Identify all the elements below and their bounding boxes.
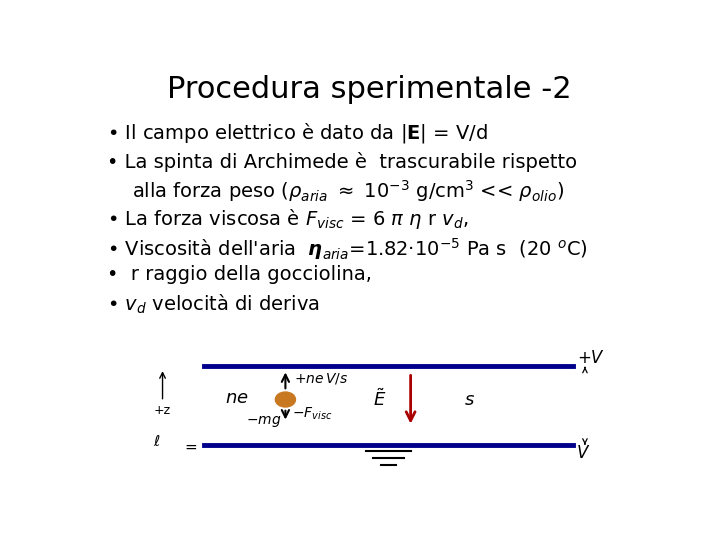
Text: • La spinta di Archimede è  trascurabile rispetto: • La spinta di Archimede è trascurabile … — [107, 152, 577, 172]
Text: • $v_d$ velocità di deriva: • $v_d$ velocità di deriva — [107, 293, 320, 316]
Text: • La forza viscosa è $F_{visc}$ = 6 $\pi$ $\eta$ r $v_d$,: • La forza viscosa è $F_{visc}$ = 6 $\pi… — [107, 207, 468, 231]
Text: $-mg$: $-mg$ — [246, 414, 282, 429]
Text: $-F_{visc}$: $-F_{visc}$ — [292, 406, 333, 422]
Text: $ne$: $ne$ — [225, 389, 249, 407]
Text: • Il campo elettrico è dato da $|\mathbf{E}|$ = V/d: • Il campo elettrico è dato da $|\mathbf… — [107, 121, 487, 145]
Text: +V: +V — [577, 349, 603, 367]
Text: • Viscosità dell'aria  $\boldsymbol{\eta}_{aria}$=1.82·10$^{-5}$ Pa s  (20 $^o$C: • Viscosità dell'aria $\boldsymbol{\eta}… — [107, 236, 588, 262]
Circle shape — [275, 392, 295, 407]
Text: =: = — [184, 440, 197, 455]
Text: $s$: $s$ — [464, 390, 475, 409]
Text: alla forza peso ($\rho_{aria}$ $\approx$ 10$^{-3}$ g/cm$^3$ << $\rho_{olio}$): alla forza peso ($\rho_{aria}$ $\approx$… — [132, 178, 564, 204]
Text: $+ne\,V/s$: $+ne\,V/s$ — [294, 371, 348, 386]
Text: $\tilde{E}$: $\tilde{E}$ — [373, 389, 387, 410]
Text: V: V — [577, 444, 588, 462]
Text: •  r raggio della gocciolina,: • r raggio della gocciolina, — [107, 265, 372, 284]
Text: +z: +z — [154, 404, 171, 417]
Text: Procedura sperimentale -2: Procedura sperimentale -2 — [167, 75, 571, 104]
Text: $\ell$: $\ell$ — [153, 435, 161, 449]
